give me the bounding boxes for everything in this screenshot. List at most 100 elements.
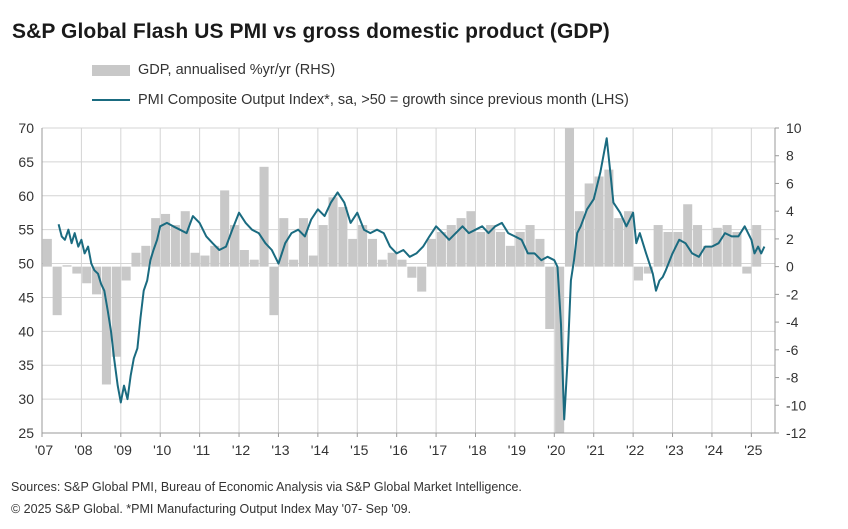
right-tick-label: 8 [786, 148, 794, 164]
gdp-bar [427, 238, 437, 267]
legend-label-pmi: PMI Composite Output Index*, sa, >50 = g… [138, 92, 629, 108]
gdp-bar [200, 255, 210, 267]
x-tick-label: '19 [508, 442, 526, 458]
gdp-bar [328, 197, 338, 267]
legend-label-gdp: GDP, annualised %yr/yr (RHS) [138, 62, 336, 78]
x-tick-label: '12 [232, 442, 250, 458]
gdp-bar [624, 211, 634, 267]
gdp-bar [131, 252, 141, 267]
gdp-bar [555, 266, 565, 433]
gdp-bar [712, 227, 722, 267]
x-tick-label: '16 [390, 442, 408, 458]
gdp-bar [722, 225, 732, 267]
gdp-bar [121, 266, 131, 281]
gdp-bar [752, 225, 762, 267]
legend-item-gdp: GDP, annualised %yr/yr (RHS) [92, 62, 335, 78]
gdp-bar [318, 225, 328, 267]
gdp-bar [220, 190, 230, 267]
gdp-bar [683, 204, 693, 267]
pmi-line [57, 137, 766, 421]
gdp-bar [348, 238, 358, 267]
gdp-bar [456, 218, 466, 267]
left-axis-ticks: 70 65 60 55 50 45 40 35 30 25 [18, 120, 34, 441]
gdp-bar [358, 225, 368, 267]
gdp-bar [269, 266, 279, 316]
gdp-bar [239, 250, 249, 267]
gdp-bar [111, 266, 121, 357]
gdp-bar [446, 225, 456, 267]
gdp-bar [289, 259, 299, 267]
right-tick-label: -10 [786, 397, 806, 413]
left-tick-label: 30 [18, 391, 34, 407]
left-tick-label: 65 [18, 154, 34, 170]
gdp-bar [584, 183, 594, 267]
gdp-bar [298, 218, 309, 267]
gdp-bar [476, 231, 486, 267]
gdp-bar [515, 231, 525, 267]
gdp-bar [643, 266, 653, 274]
pmi-line-series [57, 137, 766, 421]
gdp-bar [436, 231, 446, 267]
x-tick-label: '15 [350, 442, 368, 458]
gdp-bar [52, 266, 62, 316]
gdp-bar [279, 218, 289, 267]
gdp-bar [594, 176, 604, 267]
gdp-bar [92, 266, 102, 295]
footer-sources: Sources: S&P Global PMI, Bureau of Econo… [11, 480, 522, 494]
right-axis-ticks: 10 8 6 4 2 0 -2 -4 -6 -8 -10 -12 [775, 120, 806, 441]
x-tick-label: '20 [547, 442, 565, 458]
gdp-bar [367, 238, 377, 267]
x-tick-label: '08 [74, 442, 92, 458]
gdp-bar [377, 259, 387, 267]
gdp-bar [62, 265, 72, 267]
right-tick-label: -6 [786, 342, 799, 358]
x-tick-label: '09 [114, 442, 132, 458]
gdp-bar [72, 266, 82, 274]
x-tick-label: '23 [665, 442, 683, 458]
gdp-bar [525, 225, 535, 267]
gdp-bar [693, 225, 703, 267]
right-tick-label: 4 [786, 203, 794, 219]
gdp-bar [180, 211, 190, 267]
gdp-bar [210, 245, 220, 267]
x-tick-label: '14 [311, 442, 329, 458]
gdp-bar [141, 245, 151, 267]
left-tick-label: 55 [18, 222, 34, 238]
gdp-bar [505, 245, 515, 267]
right-tick-label: 10 [786, 120, 802, 136]
left-tick-label: 35 [18, 357, 34, 373]
gdp-bar [249, 259, 259, 267]
chart-title: S&P Global Flash US PMI vs gross domesti… [12, 20, 610, 43]
gdp-bar [564, 128, 575, 267]
gdp-bar [161, 213, 171, 267]
gdp-bar [702, 245, 712, 267]
gdp-bar [82, 266, 92, 284]
gdp-bar [535, 238, 545, 267]
gdp-bar [604, 169, 614, 267]
x-axis-ticks: '07 '08 '09 '10 '11 '12 '13 '14 '15 '16 '17 '18 '19 '… [35, 433, 763, 458]
gdp-bar [466, 211, 476, 267]
gdp-bar [190, 252, 200, 267]
gdp-bar [229, 225, 240, 267]
gdp-bar [663, 231, 673, 267]
gdp-bar [397, 259, 407, 267]
gdp-bar [407, 266, 417, 278]
legend-swatch-gdp [92, 64, 130, 76]
x-tick-label: '24 [705, 442, 723, 458]
gdp-bar [387, 252, 397, 267]
gdp-bar [545, 266, 555, 330]
x-tick-label: '18 [468, 442, 486, 458]
grid-layer [41, 127, 775, 434]
gdp-bar [673, 231, 683, 267]
right-tick-label: -4 [786, 314, 799, 330]
gdp-bar [170, 225, 180, 267]
gdp-bar [574, 211, 584, 267]
x-tick-label: '17 [429, 442, 447, 458]
gdp-bar [101, 266, 111, 385]
x-tick-label: '21 [587, 442, 605, 458]
gdp-bar [417, 266, 427, 292]
right-tick-label: -8 [786, 370, 799, 386]
gdp-bar [308, 255, 318, 267]
x-tick-label: '11 [193, 442, 210, 458]
